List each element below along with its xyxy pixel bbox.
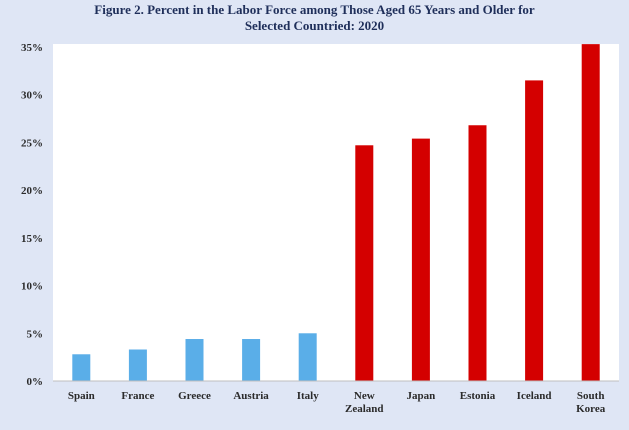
bar <box>72 354 91 381</box>
bar <box>298 333 317 381</box>
bars <box>72 44 600 382</box>
x-tick-label: Greece <box>178 390 211 402</box>
x-tick-label: Iceland <box>517 390 552 402</box>
chart-title: Figure 2. Percent in the Labor Force amo… <box>0 2 629 34</box>
chart-title-line-2: Selected Countried: 2020 <box>244 18 385 33</box>
y-tick-label: 5% <box>27 328 44 340</box>
x-tick-label: Estonia <box>460 390 496 402</box>
bar <box>525 80 544 382</box>
y-tick-label: 15% <box>21 233 43 245</box>
bar <box>355 145 374 381</box>
x-tick-label: Spain <box>68 390 95 402</box>
x-tick-label: Austria <box>233 390 269 402</box>
x-tick-label: Italy <box>297 390 320 402</box>
x-tick-label: France <box>121 390 154 402</box>
chart-title-line-1: Figure 2. Percent in the Labor Force amo… <box>94 2 535 17</box>
y-tick-label: 10% <box>21 281 43 293</box>
y-tick-label: 35% <box>21 42 43 54</box>
x-tick-label: Japan <box>407 390 436 402</box>
bar <box>581 44 600 381</box>
bar <box>411 138 430 381</box>
plot-area <box>53 44 619 381</box>
bar <box>468 125 487 381</box>
bar <box>128 349 147 381</box>
bar <box>185 339 204 381</box>
y-tick-label: 0% <box>27 376 44 388</box>
y-tick-label: 25% <box>21 137 43 149</box>
y-tick-label: 20% <box>21 185 43 197</box>
x-axis-labels: Spain France Greece Austria Italy New Zealand J… <box>68 390 606 415</box>
bar <box>242 339 261 381</box>
x-tick-label: South Korea <box>576 390 606 415</box>
y-tick-label: 30% <box>21 90 43 102</box>
x-tick-label: New Zealand <box>345 390 384 415</box>
y-axis: 0% 5% 10% 15% 20% 25% 30% 35% <box>21 42 43 388</box>
